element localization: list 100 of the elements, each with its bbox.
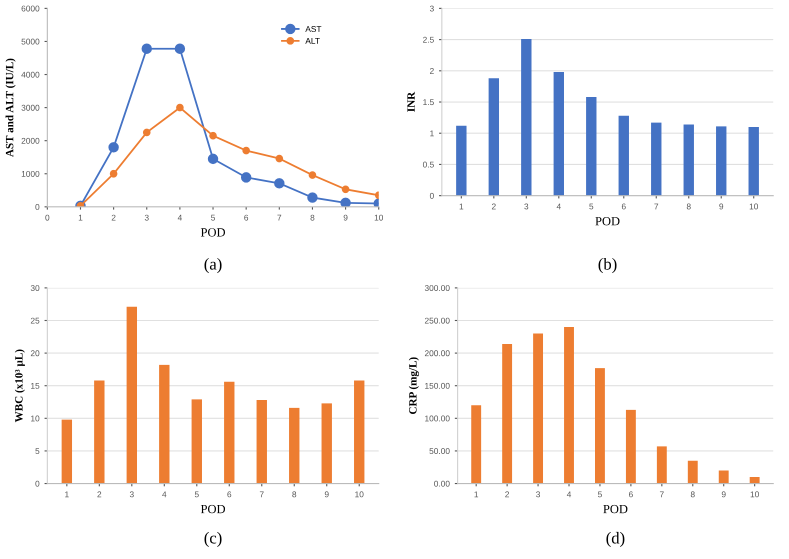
y-tick-label: 5 [35, 448, 40, 454]
x-tick-label: 5 [211, 214, 215, 221]
bar [618, 116, 629, 196]
y-tick-label: 0.00 [434, 480, 450, 487]
text: (b) [598, 258, 617, 274]
x-tick-label: 7 [654, 204, 658, 210]
y-tick-label: 250.00 [424, 318, 450, 324]
bar [502, 344, 512, 484]
bar [586, 97, 596, 196]
point [108, 142, 119, 153]
point [340, 198, 351, 207]
point [174, 44, 186, 54]
bar [456, 126, 467, 196]
point [342, 185, 350, 194]
bar [322, 403, 332, 484]
x-tick-label: 0 [45, 214, 50, 221]
y-tick-label: 30 [30, 285, 40, 291]
legend-label: AST [305, 26, 322, 32]
x-tick-label: 2 [505, 491, 510, 498]
bar [748, 126, 759, 196]
x-tick-label: 3 [536, 491, 540, 498]
bar [554, 72, 564, 196]
x-tick-label: 2 [112, 214, 116, 221]
x-tick-label: 6 [244, 214, 248, 221]
x-axis-title: POD [595, 217, 620, 226]
y-axis-title: CRP (mg/L) [408, 357, 419, 414]
x-tick-label: 9 [344, 214, 348, 221]
x-tick-label: 2 [492, 204, 496, 210]
bar [564, 327, 574, 484]
point [240, 172, 252, 183]
y-axis-title: WBC (x10³ µL) [14, 350, 25, 422]
x-tick-label: 1 [460, 204, 464, 210]
bar [626, 410, 636, 484]
x-axis-title: POD [200, 504, 226, 514]
point [275, 154, 284, 162]
y-tick-label: 20 [30, 350, 40, 356]
point [110, 170, 118, 178]
bar [656, 446, 667, 484]
bar [192, 399, 202, 484]
bar [488, 78, 500, 196]
bar [718, 470, 729, 484]
y-tick-label: 0 [430, 192, 434, 199]
y-tick-label: 3000 [21, 104, 40, 111]
y-tick-label: 1000 [22, 170, 40, 177]
y-axis-title: AST and ALT (IU/L) [6, 58, 16, 157]
bar [62, 420, 72, 484]
point [242, 146, 250, 154]
x-tick-label: 5 [598, 491, 602, 498]
y-axis-title: INR [407, 92, 415, 112]
x-tick-label: 8 [686, 204, 691, 210]
x-tick-label: 2 [97, 491, 102, 498]
y-tick-label: 6000 [22, 6, 40, 12]
x-tick-label: 5 [589, 204, 594, 210]
x-axis-title: POD [603, 504, 628, 514]
y-tick-label: 25 [30, 318, 40, 324]
x-tick-label: 10 [355, 491, 364, 498]
text: (a) [204, 258, 222, 274]
x-tick-label: 9 [722, 491, 726, 498]
x-tick-label: 6 [622, 204, 626, 210]
x-tick-label: 6 [628, 491, 633, 498]
x-tick-label: 3 [130, 491, 134, 498]
x-tick-label: 10 [750, 204, 758, 210]
legend-label: ALT [305, 38, 320, 44]
y-tick-label: 2000 [22, 138, 40, 144]
text: (c) [204, 532, 222, 547]
x-tick-label: 4 [178, 214, 182, 221]
bar [159, 364, 170, 484]
x-tick-label: 5 [194, 491, 199, 498]
y-tick-label: 150.00 [425, 382, 450, 389]
y-tick-label: 3 [430, 6, 434, 12]
point [208, 154, 218, 164]
y-tick-label: 2.5 [423, 36, 434, 43]
bar [256, 400, 267, 484]
x-tick-label: 8 [292, 491, 296, 498]
x-tick-label: 10 [374, 214, 384, 221]
y-tick-label: 5000 [22, 38, 40, 45]
x-tick-label: 8 [690, 491, 695, 498]
bar [521, 38, 532, 196]
x-tick-label: 4 [566, 491, 572, 498]
x-tick-label: 7 [660, 491, 664, 498]
x-tick-label: 6 [227, 491, 232, 498]
point [142, 44, 152, 54]
bar [354, 380, 364, 484]
x-tick-label: 3 [144, 214, 149, 221]
x-tick-label: 8 [310, 214, 314, 221]
bar [716, 126, 726, 196]
x-tick-label: 3 [524, 204, 528, 210]
y-tick-label: 4000 [21, 72, 40, 78]
x-tick-label: 7 [277, 214, 282, 221]
point [274, 178, 285, 189]
bar [684, 124, 694, 196]
y-tick-label: 1 [430, 130, 434, 136]
bar [750, 477, 760, 484]
x-tick-label: 1 [65, 491, 69, 498]
x-tick-label: 4 [556, 204, 561, 210]
bar [533, 334, 544, 484]
bar [289, 408, 300, 484]
x-tick-label: 1 [78, 214, 82, 221]
x-tick-label: 4 [162, 491, 166, 498]
x-tick-label: 9 [719, 204, 724, 210]
